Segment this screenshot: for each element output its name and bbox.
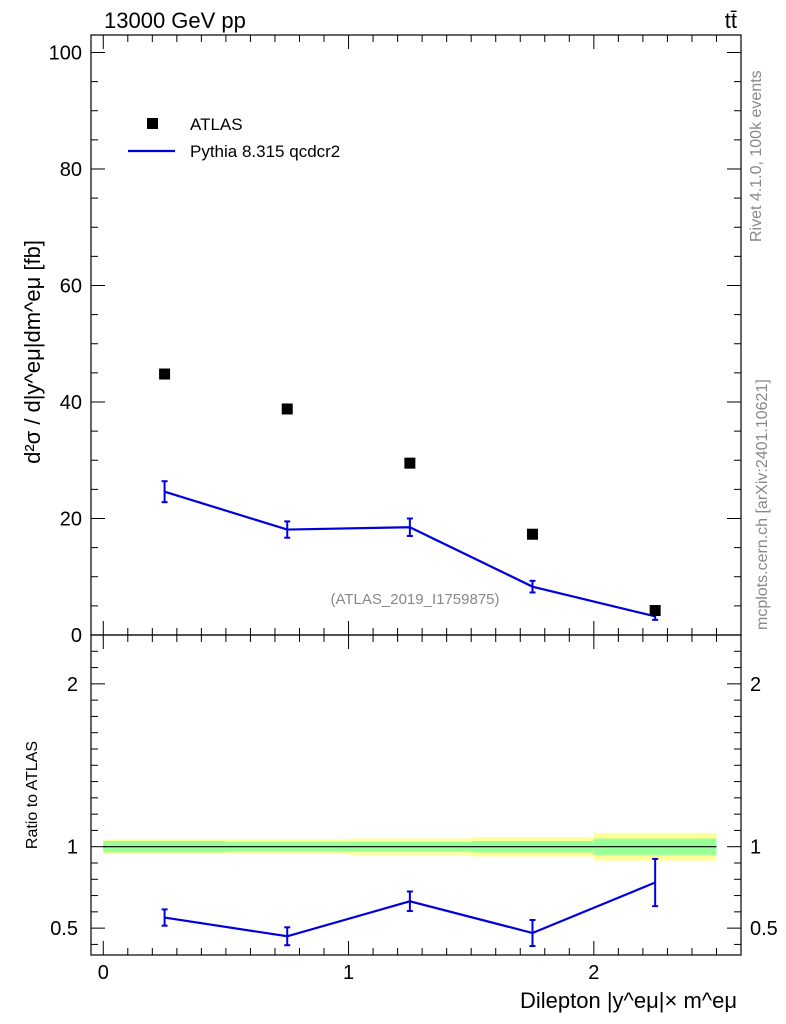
ratio-series [161,857,659,948]
ratio-y-tick-labels: 0.5 0.5 1 1 2 2 [50,674,778,940]
atlas-data-point [281,403,293,415]
x-axis-label: Dilepton |y^eμ|× m^eμ [520,988,737,1013]
ratio-panel: 0.5 0.5 1 1 2 2 0 1 2 Ratio to ATLAS Dilepton |… [24,634,778,1013]
legend-label-pythia: Pythia 8.315 qcdcr2 [190,142,340,161]
ratio-y-tick-label-right: 2 [750,674,761,696]
ratio-y-tick-label: 0.5 [50,918,78,940]
x-tick-label: 1 [343,962,354,984]
main-y-tick-label: 20 [60,508,82,530]
main-panel: 0 20 40 60 80 100 d²σ / d|y^eμ|dm^eμ [fb] (AT… [20,34,742,647]
atlas-data-point [404,457,416,469]
legend-marker-atlas [147,118,158,129]
main-y-tick-labels: 0 20 40 60 80 100 [49,42,82,647]
rivet-label: Rivet 4.1.0, 100k events [748,70,765,242]
mcplots-label: mcplots.cern.ch [arXiv:2401.10621] [754,379,771,630]
ratio-y-axis-label: Ratio to ATLAS [24,741,41,849]
main-y-tick-label: 100 [49,42,82,64]
main-y-tick-label: 0 [71,625,82,647]
atlas-data-point [527,528,539,540]
process-label: tt̄ [725,8,737,33]
legend: ATLAS Pythia 8.315 qcdcr2 [128,115,340,161]
ratio-frame [90,634,742,956]
ratio-y-tick-label-right: 1 [750,837,761,859]
legend-label-atlas: ATLAS [190,115,243,134]
x-tick-label: 0 [98,962,109,984]
main-frame [90,34,742,636]
atlas-data-point [649,605,661,617]
main-series [159,368,661,621]
main-ticks [91,35,741,636]
ratio-y-tick-label: 1 [67,837,78,859]
ratio-ticks [91,635,741,955]
atlas-data-point [159,368,171,380]
main-y-tick-label: 60 [60,275,82,297]
analysis-label: (ATLAS_2019_I1759875) [330,591,499,608]
ratio-y-tick-label-right: 0.5 [750,918,778,940]
energy-label: 13000 GeV pp [104,8,246,33]
ratio-y-tick-label: 2 [67,674,78,696]
main-y-tick-label: 80 [60,159,82,181]
main-y-axis-label: d²σ / d|y^eμ|dm^eμ [fb] [20,240,45,464]
ratio-x-tick-labels: 0 1 2 [98,962,600,984]
x-tick-label: 2 [588,962,599,984]
main-y-tick-label: 40 [60,392,82,414]
